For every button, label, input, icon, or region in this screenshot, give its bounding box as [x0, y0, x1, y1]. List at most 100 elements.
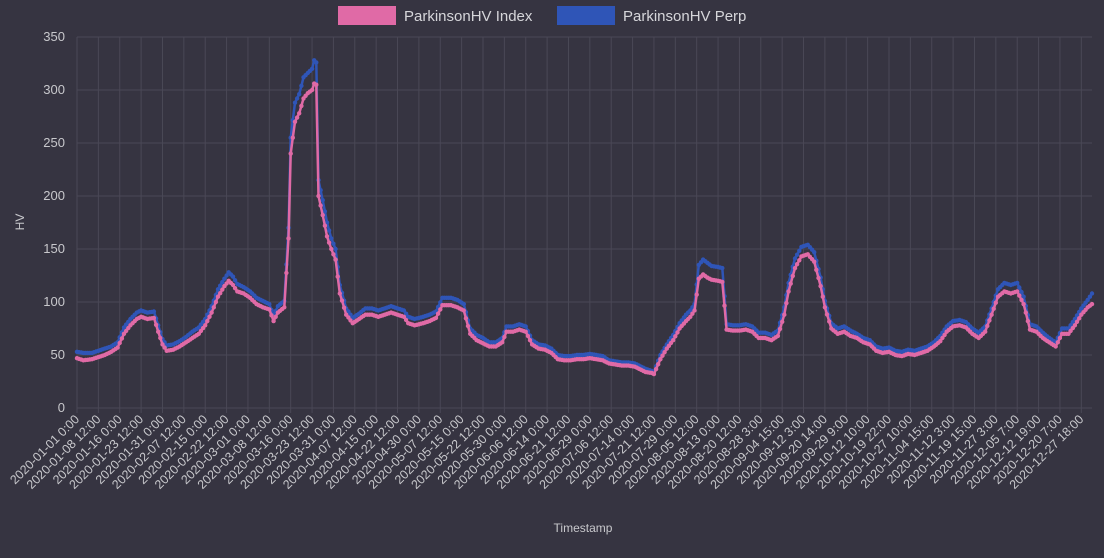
data-point — [162, 345, 167, 350]
y-tick-label: 50 — [51, 347, 65, 362]
data-point — [207, 314, 212, 319]
data-point — [284, 270, 289, 276]
data-point — [156, 329, 161, 334]
data-point — [658, 357, 663, 362]
data-point — [322, 209, 328, 214]
data-point — [527, 338, 533, 343]
data-point — [433, 315, 439, 321]
data-point — [267, 307, 272, 312]
data-point — [205, 318, 210, 324]
series-line — [76, 59, 1094, 374]
data-point — [461, 308, 466, 313]
data-point — [987, 318, 992, 323]
data-point — [822, 305, 828, 310]
data-point — [153, 322, 159, 327]
data-point — [523, 329, 528, 334]
data-point — [267, 301, 272, 307]
data-point — [333, 246, 338, 252]
data-point — [1070, 319, 1076, 325]
data-point — [784, 300, 789, 306]
data-point — [775, 333, 781, 339]
data-point — [297, 92, 302, 97]
data-point — [326, 228, 332, 233]
data-point — [119, 336, 125, 341]
data-point — [1077, 316, 1082, 321]
legend-item-perp[interactable]: ParkinsonHV Perp — [557, 6, 746, 25]
data-point — [220, 280, 225, 285]
data-point — [940, 335, 945, 341]
data-point — [1072, 323, 1078, 328]
data-point — [1015, 289, 1020, 294]
data-point — [314, 82, 319, 87]
data-point — [294, 115, 300, 120]
data-point — [688, 314, 693, 319]
data-point — [1089, 301, 1095, 307]
data-point — [1085, 297, 1090, 303]
y-axis-title: HV — [13, 214, 27, 231]
data-point — [722, 303, 727, 308]
data-point — [203, 323, 208, 328]
data-point — [218, 283, 223, 288]
y-tick-label: 200 — [43, 188, 65, 203]
legend-swatch-index — [338, 6, 396, 25]
data-point — [673, 334, 678, 339]
data-point — [230, 274, 236, 279]
data-point — [320, 198, 325, 203]
data-point — [938, 339, 943, 344]
data-point — [780, 319, 785, 324]
data-point — [339, 298, 345, 303]
legend-swatch-perp — [557, 6, 615, 25]
data-point — [525, 333, 531, 339]
data-point — [403, 317, 409, 323]
data-point — [346, 309, 351, 314]
y-tick-label: 250 — [43, 135, 65, 150]
data-point — [662, 350, 667, 355]
data-point — [230, 282, 236, 288]
data-point — [299, 103, 304, 109]
data-point — [215, 287, 221, 292]
data-point — [692, 308, 697, 313]
data-point — [318, 203, 323, 208]
data-point — [292, 119, 298, 125]
data-point — [1019, 297, 1024, 303]
data-point — [286, 236, 291, 241]
data-point — [1019, 289, 1024, 295]
data-point — [403, 311, 409, 316]
data-point — [1055, 340, 1061, 345]
data-point — [812, 250, 817, 255]
legend-item-index[interactable]: ParkinsonHV Index — [338, 6, 533, 25]
y-tick-label: 300 — [43, 82, 65, 97]
data-point — [690, 305, 695, 310]
data-point — [694, 292, 699, 297]
data-point — [341, 305, 347, 310]
legend-label-index: ParkinsonHV Index — [404, 8, 533, 25]
data-point — [1017, 285, 1022, 290]
data-point — [788, 281, 793, 286]
data-point — [1025, 318, 1031, 324]
y-tick-label: 100 — [43, 294, 65, 309]
series-layer — [74, 58, 1095, 377]
data-point — [675, 330, 680, 335]
data-point — [269, 313, 274, 318]
data-point — [942, 332, 947, 338]
data-point — [337, 291, 342, 296]
data-point — [782, 312, 787, 317]
data-point — [438, 307, 443, 312]
data-point — [160, 342, 165, 347]
data-point — [794, 262, 800, 267]
x-axis-title: Timestamp — [554, 521, 613, 535]
data-point — [790, 273, 795, 279]
data-point — [814, 267, 819, 272]
data-point — [331, 252, 336, 257]
data-point — [983, 329, 988, 334]
data-point — [333, 257, 338, 262]
data-point — [316, 193, 321, 199]
data-point — [720, 265, 725, 271]
data-point — [401, 314, 407, 319]
data-point — [786, 289, 791, 294]
data-point — [218, 291, 223, 296]
data-point — [151, 309, 157, 314]
data-point — [797, 248, 802, 253]
data-point — [1017, 293, 1022, 298]
